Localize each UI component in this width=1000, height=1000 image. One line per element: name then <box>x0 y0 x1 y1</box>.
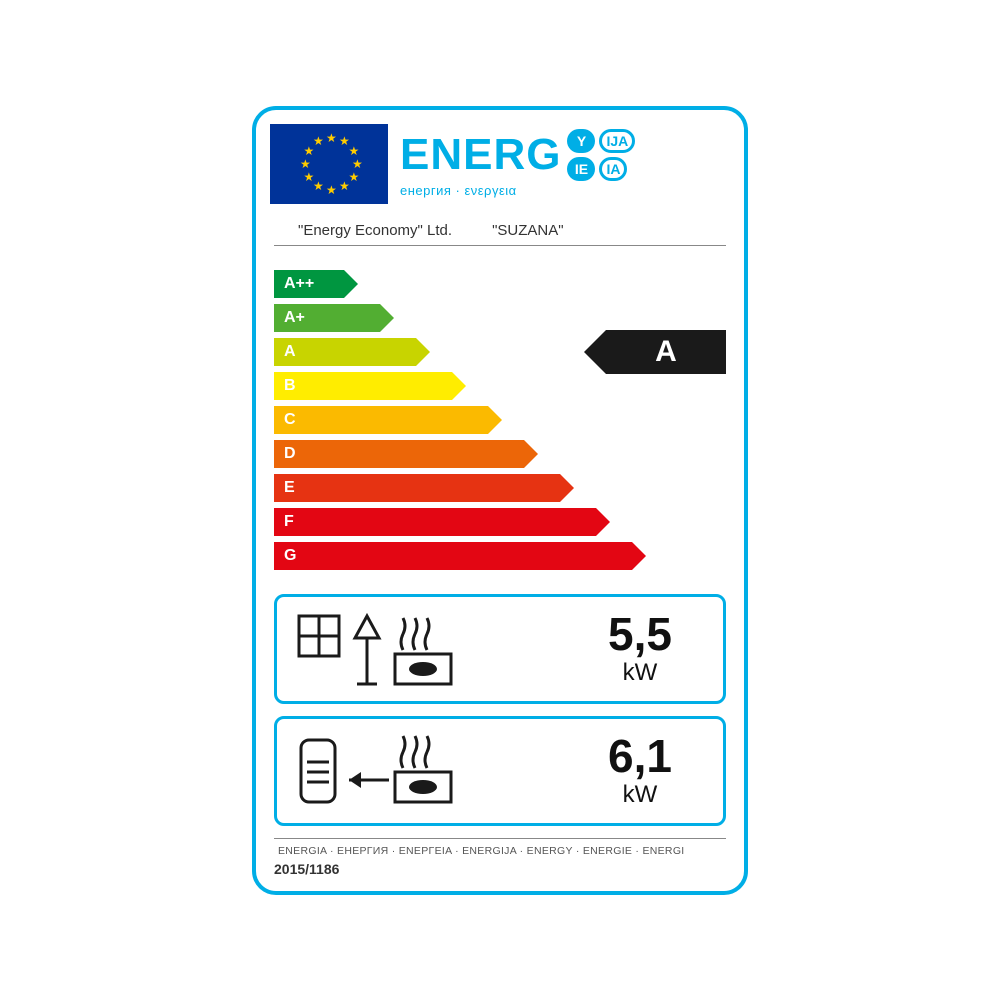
efficiency-bar: C <box>274 406 488 434</box>
supplier-company: "Energy Economy" Ltd. <box>298 222 452 239</box>
rating-indicator: A <box>606 330 726 374</box>
languages-footer: ENERGIA · ЕНЕРГИЯ · ΕΝΕΡΓΕΙΑ · ENERGIJA … <box>274 838 726 859</box>
efficiency-bar-label: E <box>284 479 295 497</box>
energy-title: ENERG <box>400 130 561 180</box>
efficiency-bar-label: A++ <box>284 275 314 293</box>
space-heating-unit: kW <box>575 659 705 687</box>
energy-title-block: ENERG Y IJA IE IA енергия · ενεργεια <box>400 124 730 204</box>
space-heating-number: 5,5 <box>575 611 705 657</box>
efficiency-bar: E <box>274 474 560 502</box>
efficiency-bar: A <box>274 338 416 366</box>
regulation-number: 2015/1186 <box>274 861 726 877</box>
efficiency-bar-label: B <box>284 377 296 395</box>
space-heating-value: 5,5 kW <box>575 611 705 687</box>
efficiency-bar-label: D <box>284 445 296 463</box>
energy-label-card: ★★★★★★★★★★★★ ENERG Y IJA IE IA енергия ·… <box>252 106 748 895</box>
efficiency-bar: D <box>274 440 524 468</box>
efficiency-bar-fill: B <box>274 372 452 400</box>
lang-pill: IA <box>599 157 627 181</box>
efficiency-bar: A++ <box>274 270 344 298</box>
efficiency-bar: A+ <box>274 304 380 332</box>
efficiency-class-chart: A A++A+ABCDEFG <box>274 270 726 580</box>
space-heating-pictogram-icon <box>295 610 495 688</box>
lang-pill: IE <box>567 157 595 181</box>
lang-pill: Y <box>567 129 595 153</box>
water-heating-number: 6,1 <box>575 733 705 779</box>
water-heating-value: 6,1 kW <box>575 733 705 809</box>
water-heating-unit: kW <box>575 781 705 809</box>
efficiency-bar-fill: A++ <box>274 270 344 298</box>
efficiency-bar-label: G <box>284 547 296 565</box>
efficiency-bar-fill: F <box>274 508 596 536</box>
efficiency-bar-fill: D <box>274 440 524 468</box>
water-heating-icons <box>295 732 557 810</box>
eu-flag-icon: ★★★★★★★★★★★★ <box>270 124 388 204</box>
efficiency-bar-fill: C <box>274 406 488 434</box>
efficiency-bar-fill: E <box>274 474 560 502</box>
efficiency-bar: G <box>274 542 632 570</box>
efficiency-bar: F <box>274 508 596 536</box>
efficiency-bar-label: A <box>284 343 296 361</box>
space-heating-icons <box>295 610 557 688</box>
supplier-row: "Energy Economy" Ltd. "SUZANA" <box>274 214 726 246</box>
water-heating-box: 6,1 kW <box>274 716 726 826</box>
efficiency-bar-fill: G <box>274 542 632 570</box>
rating-indicator-letter: A <box>655 335 677 369</box>
language-suffix-pills: Y IJA IE IA <box>567 129 635 181</box>
supplier-model: "SUZANA" <box>492 222 564 239</box>
energy-subtitle: енергия · ενεργεια <box>400 183 730 198</box>
efficiency-bar-fill: A+ <box>274 304 380 332</box>
efficiency-bar-fill: A <box>274 338 416 366</box>
lang-pill: IJA <box>599 129 635 153</box>
space-heating-box: 5,5 kW <box>274 594 726 704</box>
efficiency-bar-label: C <box>284 411 296 429</box>
efficiency-bar-label: F <box>284 513 294 531</box>
label-header: ★★★★★★★★★★★★ ENERG Y IJA IE IA енергия ·… <box>256 110 744 214</box>
efficiency-bar-label: A+ <box>284 309 305 327</box>
water-heating-pictogram-icon <box>295 732 495 810</box>
efficiency-bar: B <box>274 372 452 400</box>
